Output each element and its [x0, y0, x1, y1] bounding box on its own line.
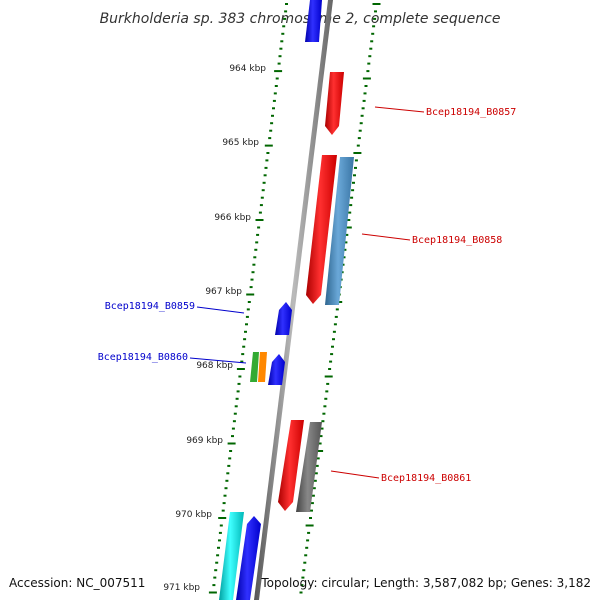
callout-line-b0858 [361, 233, 411, 241]
gene-label-b0860[interactable]: Bcep18194_B0860 [98, 352, 188, 363]
gene-bcep18194-b0861-b[interactable] [296, 422, 322, 512]
accession-text: Accession: NC_007511 [9, 576, 145, 590]
gene-label-b0858[interactable]: Bcep18194_B0858 [412, 235, 502, 246]
kbp-label-970: 970 kbp [175, 510, 212, 520]
gene-label-b0857[interactable]: Bcep18194_B0857 [426, 107, 516, 118]
callout-line-b0857 [374, 106, 425, 113]
gene-callouts: Bcep18194_B0857 Bcep18194_B0858 Bcep1819… [98, 106, 516, 484]
callout-line-b0860 [189, 357, 247, 364]
gene-label-b0861[interactable]: Bcep18194_B0861 [381, 473, 471, 484]
chromosome-backbone [254, 0, 333, 600]
gene-bcep18194-b0857[interactable] [325, 72, 344, 135]
kbp-label-968: 968 kbp [196, 361, 233, 371]
gene-bcep18194-b0858-a[interactable] [306, 155, 337, 304]
kbp-label-964: 964 kbp [229, 64, 266, 74]
callout-line-b0859 [196, 306, 245, 314]
callout-line-b0861 [330, 470, 380, 479]
kbp-label-969: 969 kbp [186, 436, 223, 446]
genes [219, 0, 354, 600]
kbp-label-967: 967 kbp [205, 287, 242, 297]
kbp-label-965: 965 kbp [222, 138, 259, 148]
gene-top-blue[interactable] [305, 0, 322, 42]
gene-label-b0859[interactable]: Bcep18194_B0859 [105, 301, 195, 312]
topology-summary-text: Topology: circular; Length: 3,587,082 bp… [260, 576, 591, 590]
kbp-label-971: 971 kbp [163, 583, 200, 593]
gene-bcep18194-b0860-blue[interactable] [268, 354, 285, 385]
kbp-label-966: 966 kbp [214, 213, 251, 223]
gene-bottom-blue[interactable] [236, 516, 261, 600]
kbp-scale: 964 kbp 965 kbp 966 kbp 967 kbp 968 kbp … [163, 64, 266, 593]
gene-bcep18194-b0860-orange[interactable] [258, 352, 267, 382]
gene-cyan[interactable] [219, 512, 244, 600]
map-title: Burkholderia sp. 383 chromosome 2, compl… [100, 11, 501, 27]
gene-bcep18194-b0858-b[interactable] [325, 157, 354, 305]
gene-bcep18194-b0859[interactable] [275, 302, 292, 335]
gene-bcep18194-b0861-a[interactable] [278, 420, 304, 511]
gene-bcep18194-b0860-green[interactable] [250, 352, 259, 382]
